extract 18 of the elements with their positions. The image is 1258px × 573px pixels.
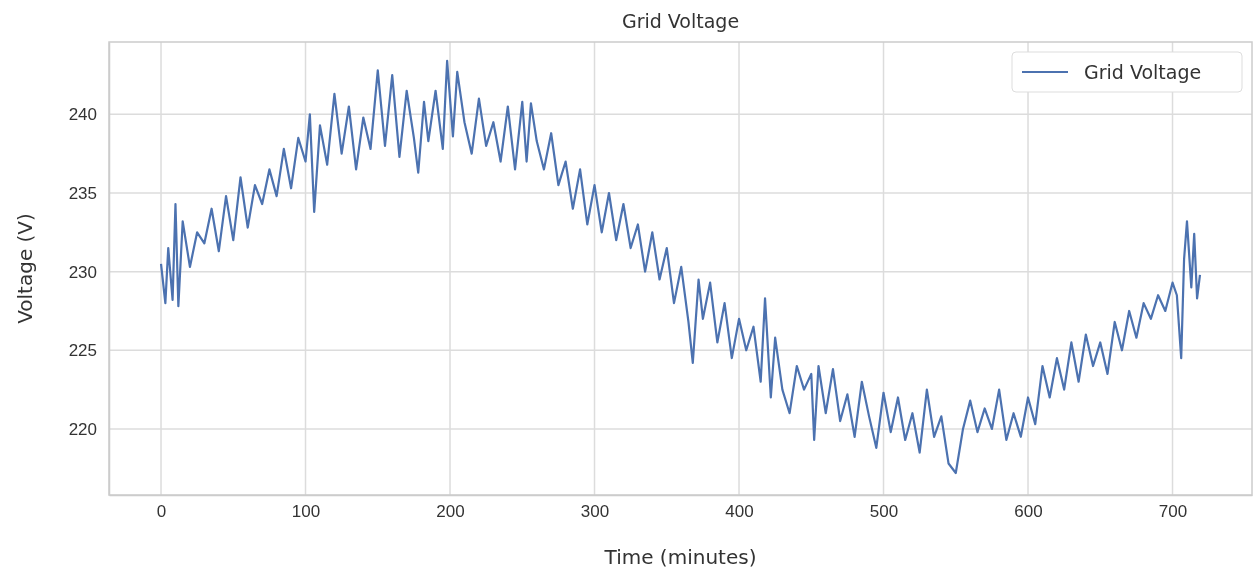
x-tick-label: 200 — [436, 502, 465, 522]
x-axis-title: Time (minutes) — [603, 545, 757, 569]
x-tick-label: 0 — [156, 502, 167, 522]
y-axis-title: Voltage (V) — [13, 213, 37, 324]
x-tick-label: 500 — [869, 502, 899, 522]
x-tick-label: 700 — [1158, 502, 1188, 522]
x-tick-label: 400 — [725, 502, 754, 522]
legend-label: Grid Voltage — [1084, 61, 1202, 83]
y-tick-label: 220 — [68, 419, 97, 439]
x-tick-label: 100 — [291, 502, 321, 522]
y-tick-label: 240 — [68, 105, 97, 125]
line-series — [159, 59, 1202, 475]
x-tick-label: 600 — [1014, 502, 1043, 522]
y-tick-label: 225 — [68, 341, 97, 361]
y-tick-label: 230 — [68, 262, 97, 282]
y-tick-label: 235 — [68, 183, 97, 203]
x-tick-label: 300 — [580, 502, 610, 522]
chart-title: Grid Voltage — [621, 10, 740, 32]
